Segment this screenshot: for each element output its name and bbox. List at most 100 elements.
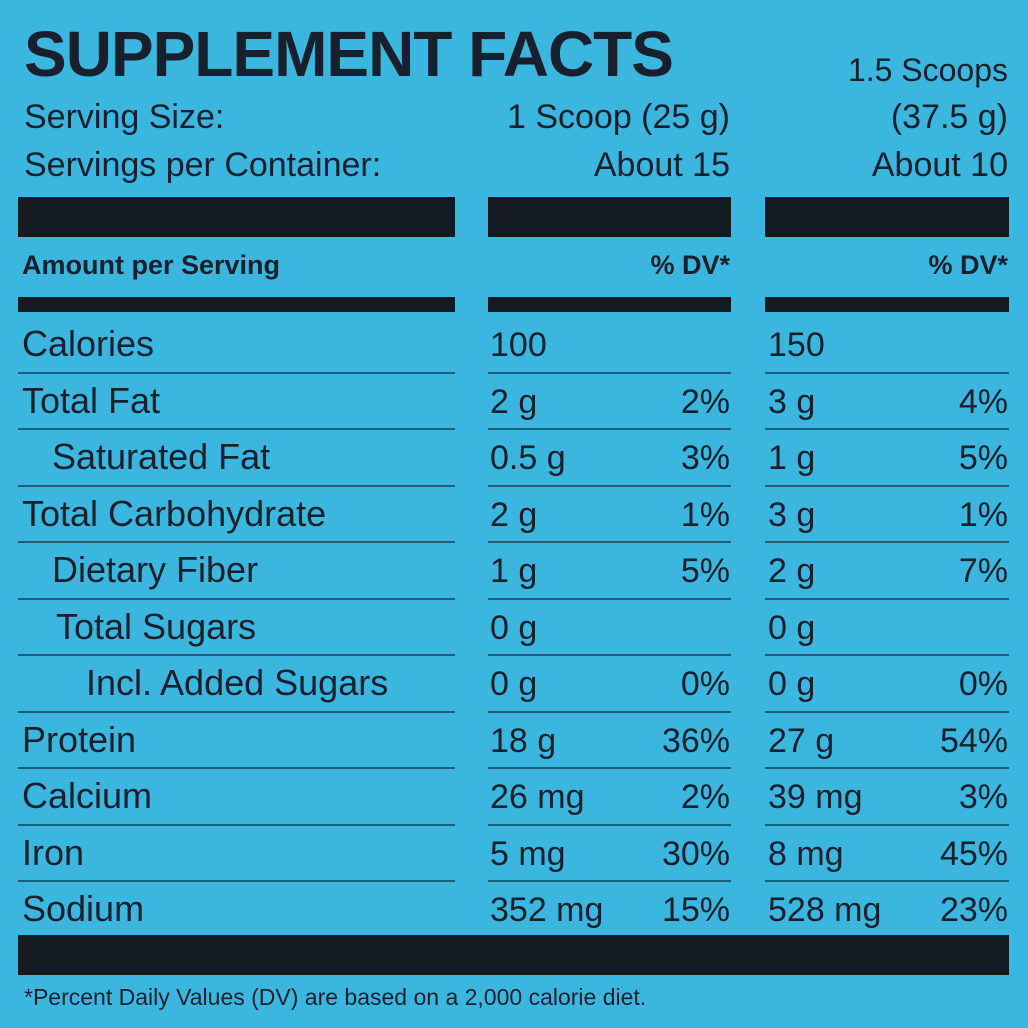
bottom-bar bbox=[18, 935, 1009, 975]
row-separator bbox=[488, 428, 731, 430]
amount-1: 5 mg bbox=[490, 834, 566, 873]
amount-1: 2 g bbox=[490, 382, 538, 421]
nutrient-label: Total Fat bbox=[22, 379, 161, 421]
row-separator bbox=[18, 597, 455, 600]
amount-2: 0 g bbox=[768, 608, 816, 647]
amount-per-serving: Amount per Serving bbox=[22, 250, 281, 280]
row-separator bbox=[765, 484, 1009, 487]
nutrient-label: Dietary Fiber bbox=[52, 549, 259, 590]
dv-2: 0% bbox=[958, 665, 1008, 703]
row-separator bbox=[765, 823, 1009, 826]
amount-2: 8 mg bbox=[768, 834, 844, 873]
row-separator bbox=[488, 767, 731, 769]
row-separator bbox=[18, 371, 455, 374]
amount-1: 26 mg bbox=[490, 778, 585, 816]
column-2-servings: About 10 bbox=[871, 146, 1008, 184]
dv-1: 3% bbox=[680, 439, 730, 477]
column-2-serving-line-2: (37.5 g) bbox=[890, 98, 1008, 136]
title: SUPPLEMENT FACTS bbox=[24, 18, 674, 90]
amount-1: 0.5 g bbox=[490, 439, 566, 477]
amount-2: 27 g bbox=[768, 721, 835, 760]
dv-2: 54% bbox=[939, 721, 1008, 760]
column-1-serving-size: 1 Scoop (25 g) bbox=[506, 98, 730, 136]
amount-1: 2 g bbox=[490, 495, 538, 534]
dv-2: 1% bbox=[958, 495, 1008, 534]
row-separator bbox=[488, 654, 731, 656]
row-separator bbox=[765, 767, 1009, 769]
row-separator bbox=[18, 428, 455, 430]
row-separator bbox=[18, 654, 455, 656]
nutrient-label: Protein bbox=[22, 718, 137, 760]
dv-header-2: % DV* bbox=[928, 250, 1008, 280]
dv-2: 4% bbox=[958, 382, 1008, 421]
thick-bar bbox=[765, 197, 1009, 237]
dv-1: 2% bbox=[680, 778, 730, 816]
dv-1: 30% bbox=[661, 834, 730, 873]
row-separator bbox=[488, 880, 731, 882]
amount-2: 3 g bbox=[768, 495, 816, 534]
thick-bar bbox=[488, 197, 731, 237]
amount-1: 352 mg bbox=[490, 891, 604, 929]
row-separator bbox=[18, 710, 455, 713]
amount-2: 39 mg bbox=[768, 778, 863, 816]
dv-2: 5% bbox=[958, 439, 1008, 477]
medium-bar bbox=[18, 297, 455, 312]
row-separator bbox=[18, 880, 455, 882]
dv-1: 2% bbox=[680, 382, 730, 421]
amount-1: 1 g bbox=[490, 552, 538, 590]
row-separator bbox=[18, 541, 455, 543]
amount-1: 18 g bbox=[490, 721, 557, 760]
row-separator bbox=[765, 428, 1009, 430]
row-separator bbox=[765, 541, 1009, 543]
row-separator bbox=[488, 710, 731, 713]
row-separator bbox=[18, 484, 455, 487]
amount-2: 1 g bbox=[768, 439, 816, 477]
servings-per-container-label: Servings per Container: bbox=[24, 146, 382, 184]
row-separator bbox=[765, 710, 1009, 713]
amount-2: 150 bbox=[768, 326, 825, 364]
row-separator bbox=[488, 541, 731, 543]
row-separator bbox=[765, 597, 1009, 600]
nutrient-label: Iron bbox=[22, 831, 85, 873]
nutrient-label: Total Carbohydrate bbox=[22, 492, 327, 534]
medium-bar bbox=[488, 297, 731, 312]
dv-1: 0% bbox=[680, 665, 730, 703]
footnote: *Percent Daily Values (DV) are based on … bbox=[24, 984, 647, 1010]
column-1-servings: About 15 bbox=[593, 146, 730, 184]
thick-bar bbox=[18, 197, 455, 237]
nutrient-label: Incl. Added Sugars bbox=[86, 662, 389, 703]
row-separator bbox=[765, 371, 1009, 374]
dv-2: 3% bbox=[958, 778, 1008, 816]
row-separator bbox=[488, 371, 731, 374]
row-separator bbox=[18, 767, 455, 769]
nutrient-label: Sodium bbox=[22, 888, 145, 929]
row-separator bbox=[18, 823, 455, 826]
amount-2: 0 g bbox=[768, 665, 816, 703]
dv-2: 7% bbox=[958, 552, 1008, 590]
amount-2: 2 g bbox=[768, 552, 816, 590]
nutrient-label: Calories bbox=[22, 323, 155, 364]
nutrient-label: Calcium bbox=[22, 775, 153, 816]
row-separator bbox=[488, 484, 731, 487]
dv-1: 5% bbox=[680, 552, 730, 590]
amount-1: 0 g bbox=[490, 665, 538, 703]
dv-2: 45% bbox=[939, 834, 1008, 873]
dv-2: 23% bbox=[939, 891, 1008, 929]
dv-1: 1% bbox=[680, 495, 730, 534]
amount-2: 3 g bbox=[768, 382, 816, 421]
amount-1: 0 g bbox=[490, 608, 538, 647]
row-separator bbox=[765, 880, 1009, 882]
amount-2: 528 mg bbox=[768, 891, 882, 929]
dv-1: 15% bbox=[661, 891, 730, 929]
nutrient-label: Saturated Fat bbox=[52, 436, 271, 477]
dv-header-1: % DV* bbox=[650, 250, 730, 280]
column-2-serving-line-1: 1.5 Scoops bbox=[847, 52, 1008, 88]
nutrient-label: Total Sugars bbox=[56, 605, 257, 647]
row-separator bbox=[488, 823, 731, 826]
dv-1: 36% bbox=[661, 721, 730, 760]
medium-bar bbox=[765, 297, 1009, 312]
row-separator bbox=[765, 654, 1009, 656]
amount-1: 100 bbox=[490, 326, 547, 364]
row-separator bbox=[488, 597, 731, 600]
